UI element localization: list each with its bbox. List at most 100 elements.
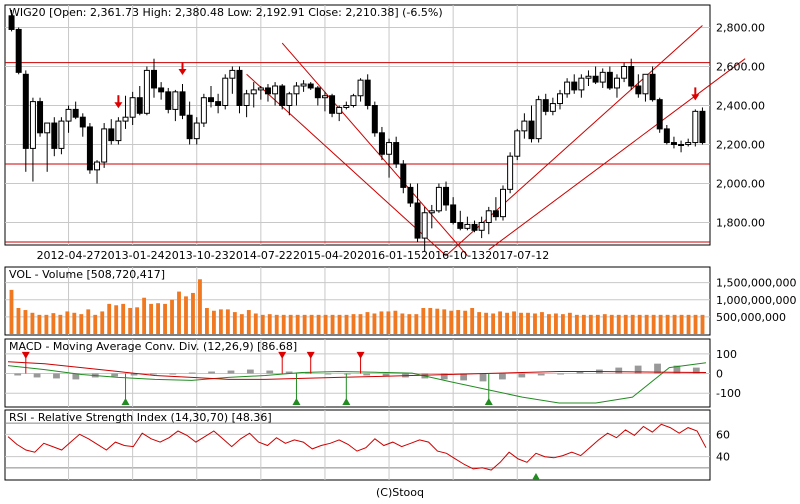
volume-bar [651,314,656,334]
volume-bar [72,312,77,334]
volume-bar [435,308,440,334]
volume-bar [679,314,684,334]
sell-arrow-head [691,94,700,101]
candle-up [678,144,685,146]
candle-up [642,73,649,95]
price-x-tick-label: 2013-01-24 [101,249,165,262]
macd-histogram-bar [246,369,254,374]
macd-lines [7,361,707,404]
volume-bar [246,310,251,334]
volume-bar [365,312,370,334]
price-trend-channels [246,25,746,257]
candle-down [151,69,158,89]
volume-bar [609,314,614,334]
candle-up [321,95,328,99]
candle-up [514,130,521,157]
candle-up [101,128,108,163]
candle-down [186,114,193,140]
macd-signal-line [7,361,707,380]
price-support-resistance-lines [5,62,710,243]
volume-bar [351,314,356,334]
volume-bar [567,312,572,334]
volume-bar [323,314,328,334]
volume-bar [498,311,503,334]
volume-bar [533,313,537,334]
price-y-tick-label: 2,800.00 [716,22,765,35]
price-y-tick-label: 2,000.00 [716,178,765,191]
candle-down [8,15,15,30]
macd-histogram [14,363,700,382]
volume-bar [260,314,265,334]
candle-down [407,186,414,204]
volume-bar [16,308,21,334]
candle-up [44,122,51,134]
volume-bar [595,314,600,334]
volume-bar [407,314,412,334]
volume-bar [456,310,461,334]
macd-buy-marker [292,398,301,405]
candle-down [635,85,642,95]
volume-bar [309,314,314,334]
macd-histogram-bar [285,371,293,374]
macd-histogram-bar [227,370,235,374]
candle-down [136,97,143,114]
volume-bar [267,314,272,334]
volume-bar [700,314,705,334]
candle-up [336,106,343,114]
candle-down [450,204,457,223]
volume-bar [554,313,558,334]
macd-histogram-bar [208,371,215,374]
candle-up [293,85,300,95]
volume-bar [302,314,307,334]
candle-up [250,89,257,95]
price-x-tick-label: 2015-04-20 [293,249,357,262]
price-x-tick-label: 2016-10-13 [421,249,485,262]
candle-down [670,142,677,146]
volume-bar [337,314,342,334]
volume-bar [58,314,63,334]
macd-signal-markers [21,351,493,405]
volume-bar [560,314,565,334]
candle-up [357,79,364,97]
volume-bar [665,314,670,334]
candle-up [521,120,528,132]
volume-bar [239,314,244,334]
candle-up [257,87,264,91]
volume-y-axis: 500,000,000 1,000,000,000 1,500,000,000 [716,277,796,324]
macd-histogram-bar [460,373,468,381]
macd-legend: MACD - Moving Average Conv. Div. (12,26,… [9,340,297,353]
candle-down [329,95,336,114]
candle-down [414,202,421,239]
volume-bar [191,292,195,334]
rsi-y-axis: 40 60 [716,428,730,463]
sell-arrow-head [114,102,123,109]
candle-down [22,73,29,149]
candle-down [378,132,385,155]
price-x-axis: 2012-04-27 2013-01-24 2013-10-23 2014-07-22… [37,249,550,262]
volume-bar [449,310,454,334]
candle-down [471,223,478,231]
volume-bar [93,314,98,334]
volume-bar [344,314,349,334]
macd-histogram-bar [363,373,371,376]
price-x-tick-label: 2012-04-27 [37,249,101,262]
candle-up [229,69,236,79]
candle-up [535,99,542,140]
candle-up [585,75,592,79]
macd-histogram-bar [518,373,526,378]
candle-down [108,128,115,142]
macd-histogram-bar [440,373,448,380]
macd-histogram-bar [673,365,681,374]
candle-down [72,108,79,118]
volume-y-tick-label: 1,000,000,000 [716,294,796,307]
volume-bar [588,314,593,334]
candle-down [542,99,549,112]
candle-down [15,28,22,73]
candle-down [571,81,578,91]
candle-down [314,87,321,99]
candle-up [478,222,485,231]
volume-bar [23,310,28,334]
volume-bar [658,314,663,334]
candle-up [556,93,563,105]
